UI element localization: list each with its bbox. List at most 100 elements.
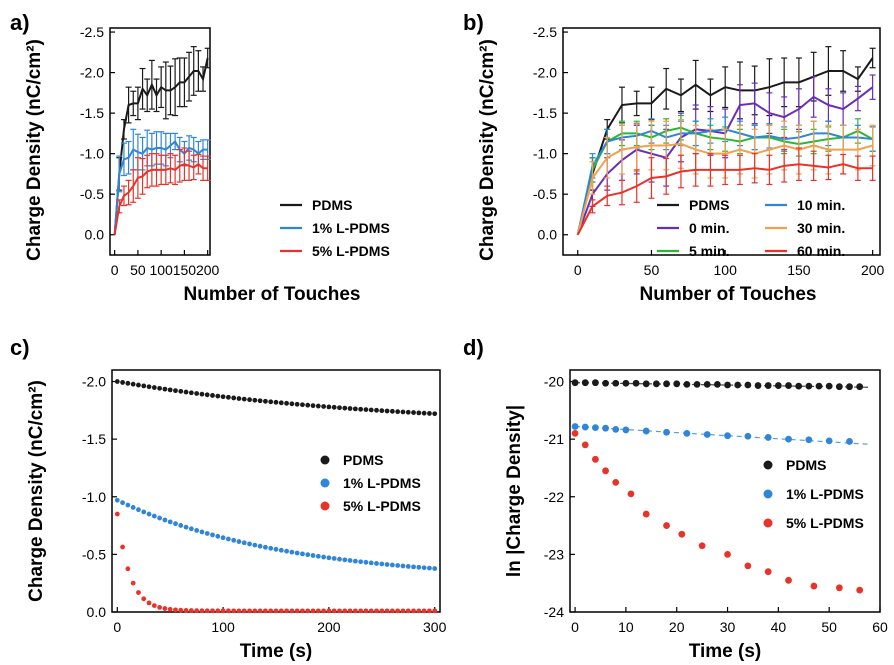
data-point (310, 553, 316, 558)
data-point (114, 497, 120, 503)
legend-label: 0 min. (689, 220, 729, 236)
data-point (231, 537, 237, 543)
data-point (744, 432, 752, 440)
y-tick-label: -24 (544, 604, 564, 620)
data-point (724, 550, 731, 558)
data-point (724, 432, 731, 440)
data-point (421, 565, 427, 571)
data-point (602, 467, 609, 475)
data-point (263, 608, 268, 614)
data-point (785, 382, 792, 389)
y-tick-label: -1.0 (533, 146, 557, 162)
data-point (374, 407, 379, 413)
x-axis-label: Number of Touches (640, 284, 817, 305)
data-point (358, 406, 364, 412)
x-tick-label: 100 (211, 619, 235, 635)
data-point (284, 548, 289, 554)
data-point (405, 564, 411, 569)
data-point (363, 407, 369, 413)
data-point (592, 379, 599, 387)
data-point (389, 408, 395, 414)
data-point (421, 608, 427, 614)
series-line (576, 142, 873, 235)
y-tick-label: -0.5 (533, 186, 557, 202)
data-point (199, 608, 205, 614)
data-point (157, 604, 163, 610)
x-tick-label: 100 (149, 262, 173, 278)
data-point (284, 400, 289, 406)
x-tick-label: 50 (644, 262, 660, 278)
legend: PDMS 1% L-PDMS 5% L-PDMS (763, 457, 864, 531)
data-point (642, 380, 650, 388)
legend-swatch (320, 455, 330, 465)
data-point (315, 608, 321, 614)
x-tick-label: 300 (423, 619, 447, 635)
data-point (199, 391, 205, 397)
x-tick-label: 50 (821, 619, 837, 635)
x-axis-label: Number of Touches (184, 284, 361, 305)
y-tick-label: -1.0 (80, 146, 104, 162)
data-point (363, 559, 369, 565)
chart-panel-c: 0 100 200 300 -2.0 -1.5 -1.0 -0.5 0.0 Time (s) Cha… (26, 369, 447, 662)
data-point (136, 590, 141, 595)
data-point (368, 560, 374, 566)
data-point (315, 553, 321, 559)
data-point (278, 400, 284, 406)
data-point (663, 380, 670, 388)
data-point (241, 540, 247, 546)
data-point (581, 441, 589, 449)
data-point (785, 576, 792, 584)
y-tick-label: -2.5 (80, 24, 104, 40)
data-point (278, 547, 284, 553)
data-point (592, 424, 599, 432)
data-point (162, 606, 168, 611)
x-tick-label: 50 (130, 262, 146, 278)
legend-label: 1% L-PDMS (312, 220, 390, 236)
data-point (363, 608, 369, 614)
data-point (130, 381, 136, 387)
data-point (178, 523, 184, 528)
data-point (178, 388, 184, 394)
data-point (284, 608, 289, 614)
data-point (321, 554, 327, 560)
data-point (825, 437, 833, 445)
data-point (294, 608, 300, 614)
data-point (411, 564, 416, 570)
data-point (764, 568, 772, 576)
data-point (300, 551, 305, 557)
data-point (125, 566, 131, 572)
data-point (120, 380, 125, 385)
data-point (678, 530, 686, 538)
fit-line (575, 382, 870, 388)
data-point (125, 380, 131, 386)
panel-label-d: d) (463, 335, 484, 360)
data-point (683, 429, 691, 437)
data-point (231, 608, 237, 614)
data-point (602, 379, 609, 387)
series-line (576, 57, 874, 235)
data-point (815, 382, 823, 390)
data-point (236, 608, 242, 614)
data-point (315, 403, 321, 409)
data-point (305, 608, 311, 614)
data-point (389, 562, 395, 568)
data-point (846, 438, 853, 445)
data-point (141, 596, 147, 602)
data-point (400, 563, 406, 569)
data-point (785, 435, 792, 443)
data-point (220, 535, 226, 541)
plot-frame (569, 369, 881, 613)
y-tick-label: 0.0 (538, 227, 558, 243)
data-point (342, 608, 348, 614)
fit-line (575, 425, 870, 445)
data-point (612, 379, 620, 387)
data-point (157, 515, 163, 521)
data-point (225, 394, 231, 400)
data-point (252, 542, 258, 548)
y-tick-label: 0.0 (85, 227, 105, 243)
data-point (652, 380, 660, 388)
legend-swatch (763, 518, 773, 528)
data-point (810, 582, 818, 590)
data-point (326, 608, 332, 614)
x-tick-label: 10 (618, 619, 634, 635)
